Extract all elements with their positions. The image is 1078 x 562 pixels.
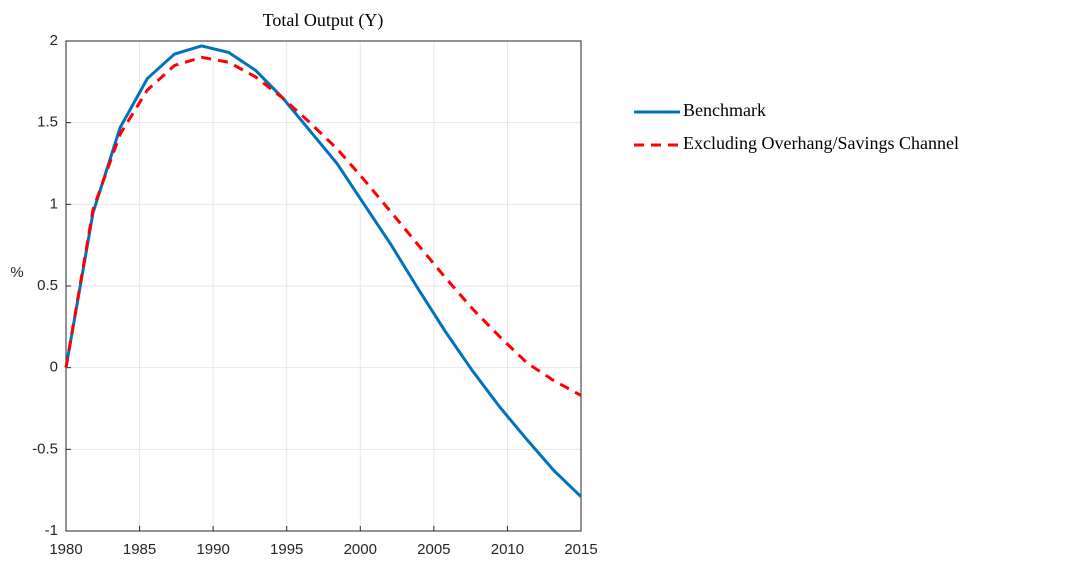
x-tick-label: 2005 xyxy=(417,541,450,558)
y-tick-label: 0.5 xyxy=(37,277,58,294)
legend-label: Benchmark xyxy=(683,100,766,120)
y-tick-label: 1 xyxy=(50,195,58,212)
y-tick-label: 1.5 xyxy=(37,114,58,131)
plot-frame xyxy=(65,40,582,532)
x-tick-label: 1980 xyxy=(49,541,82,558)
x-tick-label: 2010 xyxy=(491,541,524,558)
y-axis-label: % xyxy=(10,264,23,281)
series-line xyxy=(64,55,582,397)
y-tick-label: -0.5 xyxy=(32,440,58,457)
y-tick-label: -1 xyxy=(45,522,58,539)
x-tick-label: 1995 xyxy=(270,541,303,558)
legend-label: Excluding Overhang/Savings Channel xyxy=(683,133,959,153)
chart-title: Total Output (Y) xyxy=(263,10,384,31)
x-tick-label: 1990 xyxy=(196,541,229,558)
series-line xyxy=(64,44,583,498)
x-tick-label: 2000 xyxy=(344,541,377,558)
y-tick-label: 2 xyxy=(50,32,58,49)
x-tick-label: 1985 xyxy=(123,541,156,558)
x-tick-label: 2015 xyxy=(564,541,597,558)
y-tick-label: 0 xyxy=(50,359,58,376)
